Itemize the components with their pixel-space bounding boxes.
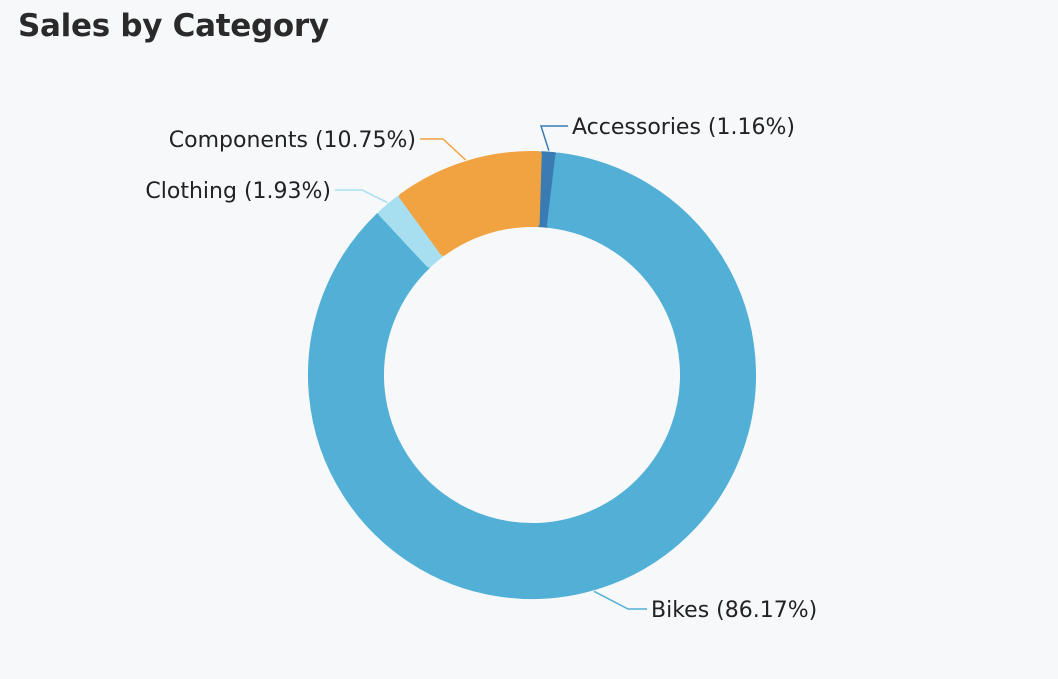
data-label-accessories: Accessories (1.16%)	[572, 115, 795, 140]
slice-bikes[interactable]	[308, 152, 756, 599]
data-label-components: Components (10.75%)	[169, 128, 416, 153]
chart-title: Sales by Category	[18, 8, 329, 44]
slice-components[interactable]	[398, 151, 542, 256]
leader-line-clothing	[335, 189, 388, 204]
leader-line-components	[420, 138, 467, 161]
leader-line-accessories	[539, 125, 568, 151]
data-label-bikes: Bikes (86.17%)	[651, 598, 817, 623]
leader-line-bikes	[593, 590, 647, 610]
data-label-clothing: Clothing (1.93%)	[145, 179, 331, 204]
